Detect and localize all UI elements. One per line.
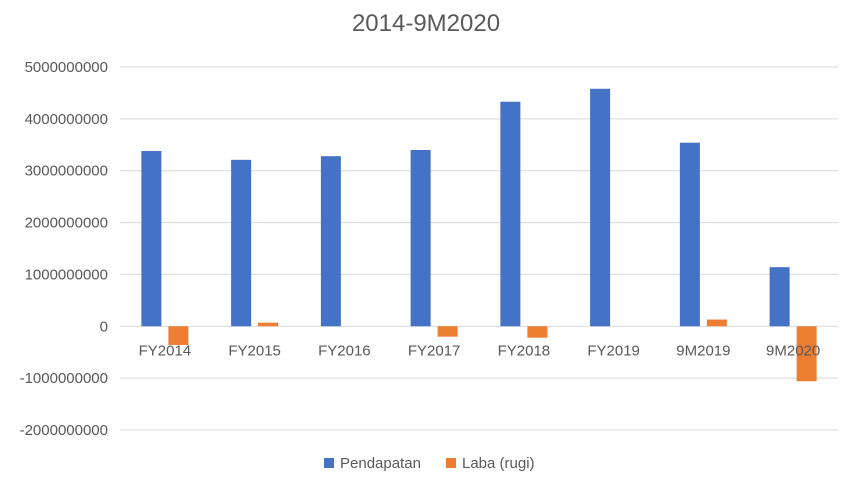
- y-tick-label: 5000000000: [25, 59, 108, 76]
- y-tick-label: -2000000000: [20, 422, 108, 439]
- x-category-label: FY2014: [139, 342, 192, 359]
- y-tick-label: 2000000000: [25, 215, 108, 232]
- y-tick-label: -1000000000: [20, 370, 108, 387]
- bar-pendapatan-fy2016: [320, 156, 341, 327]
- bar-pendapatan-fy2014: [141, 151, 162, 327]
- x-category-label: 9M2019: [676, 342, 730, 359]
- x-category-label: FY2018: [498, 342, 551, 359]
- bar-laba-9m2019: [706, 319, 727, 327]
- y-tick-label: 0: [100, 318, 108, 335]
- bar-pendapatan-fy2018: [500, 101, 521, 327]
- bar-pendapatan-fy2019: [590, 88, 611, 327]
- legend-label: Pendapatan: [340, 455, 421, 472]
- y-tick-label: 1000000000: [25, 266, 108, 283]
- bar-pendapatan-9m2020: [769, 267, 790, 327]
- x-category-label: FY2017: [408, 342, 461, 359]
- bar-laba-fy2014: [168, 326, 189, 345]
- y-tick-label: 4000000000: [25, 111, 108, 128]
- legend-swatch: [446, 458, 456, 468]
- x-category-label: FY2016: [318, 342, 371, 359]
- bar-pendapatan-fy2015: [231, 159, 252, 327]
- bar-pendapatan-9m2019: [679, 142, 700, 327]
- chart-title: 2014-9M2020: [351, 10, 501, 37]
- x-category-label: FY2015: [228, 342, 281, 359]
- y-tick-label: 3000000000: [25, 163, 108, 180]
- x-category-label: 9M2020: [766, 342, 820, 359]
- bar-laba-fy2017: [437, 326, 458, 337]
- bar-laba-fy2015: [258, 322, 279, 327]
- legend-swatch: [324, 458, 334, 468]
- bar-pendapatan-fy2017: [410, 149, 431, 327]
- bar-laba-9m2020: [796, 326, 817, 382]
- bar-laba-fy2018: [527, 326, 548, 338]
- legend-label: Laba (rugi): [462, 455, 535, 472]
- x-category-label: FY2019: [587, 342, 640, 359]
